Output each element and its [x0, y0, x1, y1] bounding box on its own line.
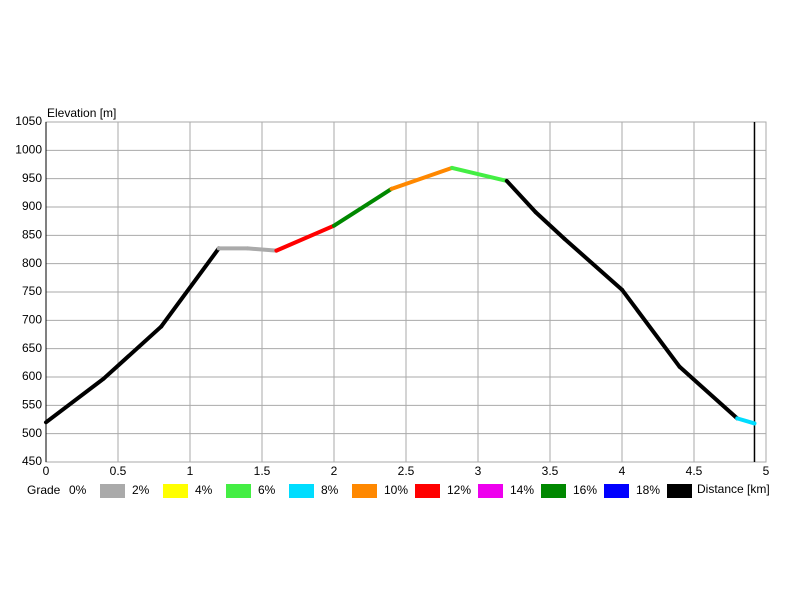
profile-segment [389, 165, 455, 191]
legend-label: 12% [447, 483, 471, 497]
legend-swatch [289, 484, 314, 498]
x-axis-label: Distance [km] [697, 482, 770, 496]
legend-swatch [163, 484, 188, 498]
y-tick-label: 550 [22, 398, 42, 412]
profile-segment [159, 246, 221, 329]
y-tick-label: 800 [22, 256, 42, 270]
x-tick-label: 2 [331, 464, 338, 478]
y-tick-label: 900 [22, 199, 42, 213]
x-tick-label: 3 [475, 464, 482, 478]
profile-segment [332, 186, 394, 228]
y-axis-label: Elevation [m] [47, 106, 116, 120]
y-tick-label: 750 [22, 284, 42, 298]
x-tick-label: 3.5 [542, 464, 559, 478]
legend-swatch [100, 484, 125, 498]
profile-segment [245, 246, 279, 253]
legend-swatch [667, 484, 692, 498]
x-tick-label: 4.5 [686, 464, 703, 478]
profile-segment [101, 324, 164, 381]
x-tick-label: 2.5 [398, 464, 415, 478]
profile-segment [562, 236, 624, 292]
y-tick-label: 850 [22, 228, 42, 242]
legend-label: 14% [510, 483, 534, 497]
y-tick-label: 650 [22, 341, 42, 355]
legend-label: 0% [69, 483, 87, 497]
y-tick-label: 1050 [15, 114, 42, 128]
x-tick-label: 1.5 [254, 464, 271, 478]
legend-label: 4% [195, 483, 213, 497]
legend-swatch [415, 484, 440, 498]
legend-label: 8% [321, 483, 339, 497]
x-tick-label: 0.5 [110, 464, 127, 478]
y-tick-label: 700 [22, 313, 42, 327]
y-tick-label: 500 [22, 426, 42, 440]
legend-swatch [478, 484, 503, 498]
y-tick-label: 1000 [15, 143, 42, 157]
legend-swatch [541, 484, 566, 498]
legend-title: Grade [27, 483, 61, 497]
profile-segment [44, 376, 106, 425]
profile-segment [450, 165, 509, 183]
x-tick-label: 1 [187, 464, 194, 478]
profile-segment [274, 223, 336, 253]
x-tick-label: 4 [619, 464, 626, 478]
legend-swatch [226, 484, 251, 498]
x-tick-label: 0 [43, 464, 50, 478]
profile-segment [620, 287, 682, 369]
legend-swatch [352, 484, 377, 498]
y-tick-label: 600 [22, 369, 42, 383]
profile-segment [533, 210, 567, 241]
profile-segment [735, 416, 757, 426]
y-tick-label: 950 [22, 171, 42, 185]
legend-label: 16% [573, 483, 597, 497]
legend-label: 18% [636, 483, 660, 497]
y-tick-label: 450 [22, 454, 42, 468]
legend-label: 6% [258, 483, 276, 497]
profile-segment [504, 178, 538, 215]
legend-swatch [604, 484, 629, 498]
x-tick-label: 5 [763, 464, 770, 478]
profile-segment [677, 364, 740, 421]
legend-label: 10% [384, 483, 408, 497]
legend-label: 2% [132, 483, 150, 497]
